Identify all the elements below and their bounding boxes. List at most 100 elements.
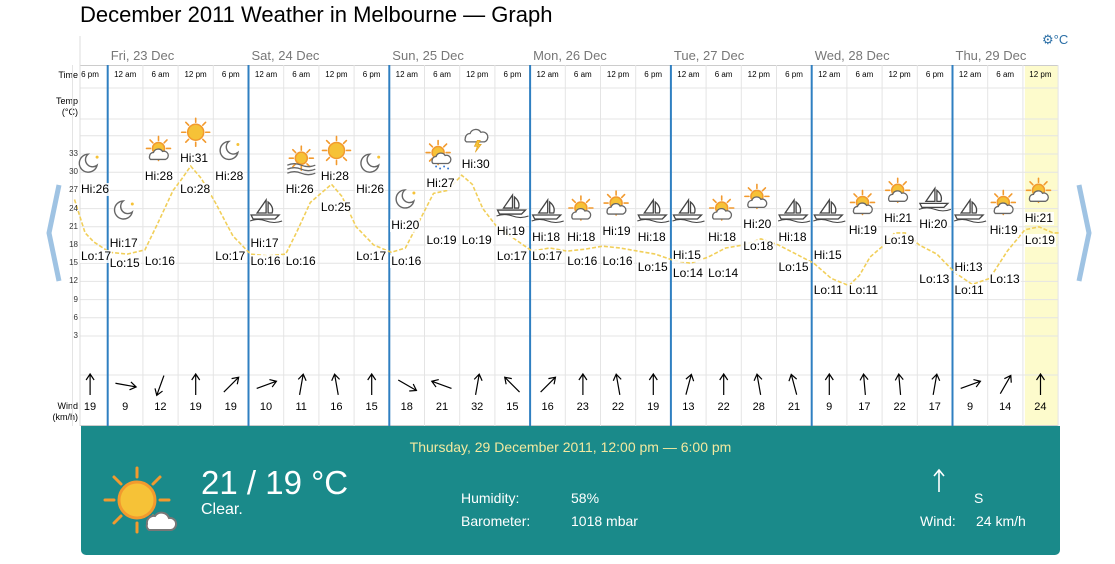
day-header: Wed, 28 Dec <box>814 48 890 63</box>
wind-speed-label: 24 <box>1034 401 1047 413</box>
low-temp-label: Lo:16 <box>143 253 176 268</box>
time-label: 12 pm <box>325 70 348 79</box>
day-header: Sat, 24 Dec <box>251 48 320 63</box>
sailboat-icon <box>813 197 846 224</box>
wind-speed-label: 22 <box>893 401 906 413</box>
sun-icon <box>321 135 352 166</box>
time-label: 12 am <box>677 70 700 79</box>
low-temp-label: Lo:14 <box>671 265 704 280</box>
moon-icon <box>395 189 416 209</box>
high-temp-label: Hi:28 <box>214 169 245 184</box>
temp-axis-tick: 18 <box>69 239 78 249</box>
wind-speed-label: 16 <box>541 401 554 413</box>
fog-sun-icon <box>287 145 316 176</box>
wind-row-label: Wind <box>57 401 78 411</box>
wind-speed-label: 12 <box>154 401 167 413</box>
detail-description: Clear. <box>201 501 243 518</box>
time-label: 12 pm <box>184 70 207 79</box>
wind-arrow-icon <box>430 378 452 389</box>
time-label: 12 am <box>395 70 418 79</box>
wind-arrow-icon <box>331 373 341 395</box>
time-label: 6 am <box>151 70 170 79</box>
temp-axis-tick: 9 <box>73 294 78 304</box>
sailboat-icon <box>672 197 705 224</box>
temp-axis-tick: 30 <box>69 167 78 177</box>
high-temp-label: Hi:18 <box>777 229 808 244</box>
temp-unit-label: (°C) <box>61 107 78 117</box>
unit-settings-toggle[interactable]: ⚙°C <box>1042 32 1068 48</box>
sun-cloud-icon <box>103 466 178 534</box>
low-temp-label: Lo:19 <box>460 232 493 247</box>
detail-date: Thursday, 29 December 2011, 12:00 pm — 6… <box>409 439 732 455</box>
moon-icon <box>360 153 381 173</box>
temp-row-label: Temp <box>55 96 78 106</box>
gear-icon: ⚙ <box>1042 32 1054 47</box>
wind-speed-label: 17 <box>928 401 941 413</box>
wind-speed-label: 9 <box>966 401 974 413</box>
partly-sunny-icon <box>568 195 594 221</box>
page-title: December 2011 Weather in Melbourne — Gra… <box>80 2 553 27</box>
wind-arrow-icon <box>397 379 418 392</box>
wind-arrow-icon <box>223 376 240 393</box>
low-temp-label: Lo:17 <box>80 248 113 263</box>
time-label: 12 pm <box>466 70 489 79</box>
temp-axis-tick: 15 <box>69 258 78 268</box>
low-temp-label: Lo:16 <box>390 253 423 268</box>
wind-speed-label: 23 <box>576 401 589 413</box>
sailboat-icon <box>637 197 670 224</box>
high-temp-label: Hi:28 <box>143 169 174 184</box>
temp-axis-tick: 21 <box>69 221 78 231</box>
high-temp-label: Hi:31 <box>179 151 210 166</box>
wind-arrow-icon <box>999 374 1012 394</box>
low-temp-label: Lo:11 <box>953 282 985 297</box>
day-header: Thu, 29 Dec <box>955 48 1027 63</box>
temp-axis-tick: 12 <box>69 276 78 286</box>
wind-arrow-icon <box>612 373 622 395</box>
rain-sun-icon <box>425 139 452 170</box>
wind-speed-label: 28 <box>752 401 765 413</box>
time-row-label: Time <box>58 70 78 80</box>
partly-sunny-icon <box>145 135 172 162</box>
storm-icon <box>464 128 489 153</box>
high-temp-label: Hi:26 <box>355 182 386 197</box>
high-temp-label: Hi:18 <box>636 229 667 244</box>
low-temp-label: Lo:16 <box>249 253 282 268</box>
low-temp-label: Lo:19 <box>1023 232 1056 247</box>
time-label: 12 pm <box>606 70 630 79</box>
low-temp-label: Lo:17 <box>495 248 528 263</box>
time-label: 6 pm <box>362 70 381 79</box>
wind-arrow-icon <box>367 372 377 395</box>
time-label: 6 am <box>433 70 451 79</box>
low-temp-label: Lo:19 <box>883 232 916 247</box>
low-temp-label: Lo:16 <box>601 253 634 268</box>
low-temp-label: Lo:28 <box>179 181 212 196</box>
high-temp-label: Hi:15 <box>812 248 843 263</box>
low-temp-label: Lo:13 <box>918 271 951 286</box>
previous-arrow-icon[interactable] <box>46 183 62 283</box>
wind-arrow-icon <box>115 381 138 391</box>
partly-sunny-icon <box>1025 177 1052 204</box>
moon-icon <box>219 140 240 161</box>
day-header: Tue, 27 Dec <box>673 48 745 63</box>
wind-speed-label: 18 <box>400 401 413 413</box>
wind-speed-label: 22 <box>717 401 730 413</box>
time-label: 12 am <box>114 70 137 79</box>
wind-direction-arrow-icon <box>933 468 945 492</box>
high-temp-label: Hi:28 <box>319 169 350 184</box>
high-temp-label: Hi:26 <box>80 182 111 197</box>
sailboat-icon <box>953 197 987 224</box>
high-temp-label: Hi:19 <box>988 223 1019 238</box>
wind-speed-label: 19 <box>647 401 660 413</box>
wind-arrow-icon <box>1036 372 1045 395</box>
high-temp-label: Hi:13 <box>953 259 984 274</box>
wind-arrow-icon <box>85 372 95 395</box>
wind-speed-label: 9 <box>122 401 129 413</box>
temp-axis-tick: 33 <box>69 148 78 158</box>
wind-arrow-icon <box>473 373 483 395</box>
high-temp-label: Hi:20 <box>918 217 949 232</box>
time-label: 12 am <box>958 70 982 79</box>
wind-arrow-icon <box>191 372 201 395</box>
wind-speed-label: 19 <box>189 401 202 413</box>
next-arrow-icon[interactable] <box>1076 183 1092 283</box>
detail-temperature: 21 / 19 °C <box>201 464 349 501</box>
